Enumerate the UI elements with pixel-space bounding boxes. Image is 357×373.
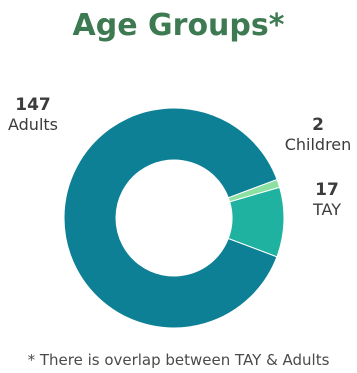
category-label-adults: Adults xyxy=(7,115,58,134)
chart-title: Age Groups* xyxy=(72,8,285,43)
category-label-children: Children xyxy=(284,135,352,154)
category-label-tay: TAY xyxy=(312,200,341,219)
value-label-adults: 147 xyxy=(15,95,51,115)
footnote: * There is overlap between TAY & Adults xyxy=(27,351,330,369)
label-tay: 17 TAY xyxy=(296,180,357,220)
label-children: 2 Children xyxy=(280,115,356,155)
value-label-tay: 17 xyxy=(315,180,339,200)
value-label-children: 2 xyxy=(312,115,324,135)
label-adults: 147 Adults xyxy=(2,95,64,135)
slice-adults xyxy=(63,107,278,329)
